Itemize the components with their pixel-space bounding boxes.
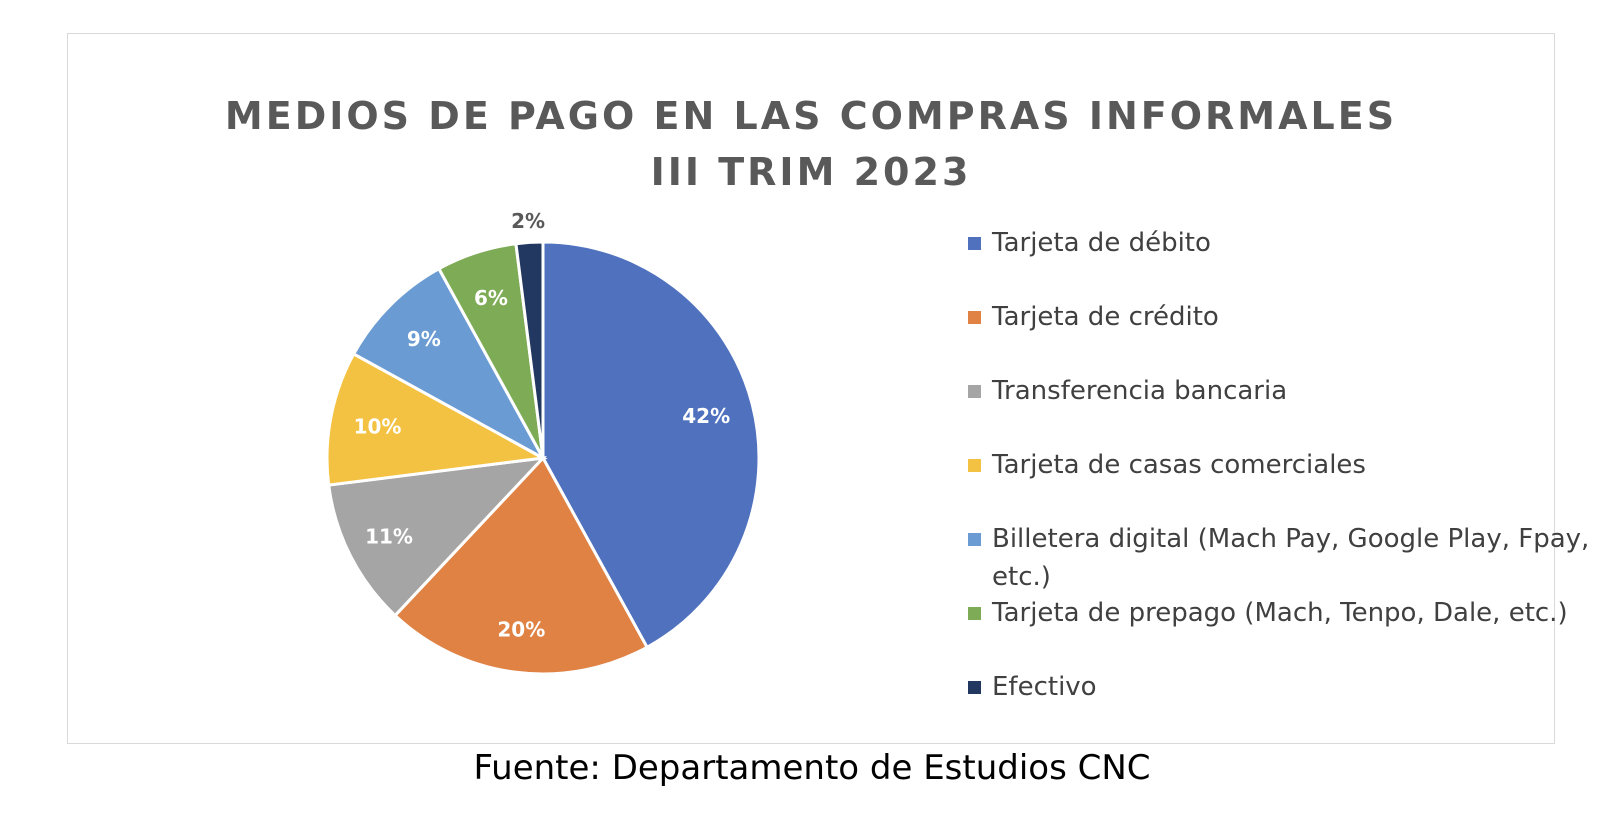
legend-label: Tarjeta de prepago (Mach, Tenpo, Dale, e… (992, 598, 1568, 628)
chart-subtitle: III TRIM 2023 (650, 150, 972, 194)
chart-title: MEDIOS DE PAGO EN LAS COMPRAS INFORMALES (224, 94, 1398, 138)
pie-data-label-3: 11% (365, 524, 413, 548)
pie-slice-1 (541, 240, 761, 650)
legend-swatch (968, 459, 981, 472)
legend-swatch (968, 237, 981, 250)
legend-item: Tarjeta de casas comerciales (968, 446, 1602, 484)
pie-slice-4 (325, 351, 548, 487)
pie-data-label-7: 2% (511, 209, 545, 233)
pie-slice-2 (393, 455, 650, 676)
pie-slice-3 (327, 455, 547, 618)
legend-item: Tarjeta de débito (968, 224, 1602, 262)
pie-data-label-2: 20% (497, 617, 545, 641)
legend-swatch (968, 311, 981, 324)
legend-item: Billetera digital (Mach Pay, Google Play… (968, 520, 1602, 596)
legend-label: Billetera digital (Mach Pay, Google Play… (992, 524, 1590, 592)
pie-data-label-5: 9% (407, 327, 441, 351)
legend-label: Transferencia bancaria (992, 376, 1288, 406)
chart-frame: MEDIOS DE PAGO EN LAS COMPRAS INFORMALES… (67, 33, 1589, 744)
legend-label: Tarjeta de crédito (992, 302, 1219, 332)
legend-swatch (968, 533, 981, 546)
legend-swatch (968, 607, 981, 620)
legend-item: Efectivo (968, 668, 1602, 706)
legend-item: Tarjeta de prepago (Mach, Tenpo, Dale, e… (968, 594, 1602, 632)
source-note: Fuente: Departamento de Estudios CNC (473, 748, 1151, 788)
legend-label: Efectivo (992, 672, 1097, 702)
pie-slice-5 (351, 266, 547, 462)
legend-item: Tarjeta de crédito (968, 298, 1602, 336)
chart-title-block: MEDIOS DE PAGO EN LAS COMPRAS INFORMALES… (68, 88, 1554, 200)
legend-label: Tarjeta de casas comerciales (992, 450, 1366, 480)
pie-data-label-4: 10% (354, 414, 402, 438)
pie-slice-7 (514, 240, 545, 459)
legend-swatch (968, 681, 981, 694)
pie-data-label-6: 6% (474, 286, 508, 310)
legend-item: Transferencia bancaria (968, 372, 1602, 410)
legend-swatch (968, 385, 981, 398)
pie-data-label-1: 42% (682, 404, 730, 428)
legend-label: Tarjeta de débito (992, 228, 1211, 258)
